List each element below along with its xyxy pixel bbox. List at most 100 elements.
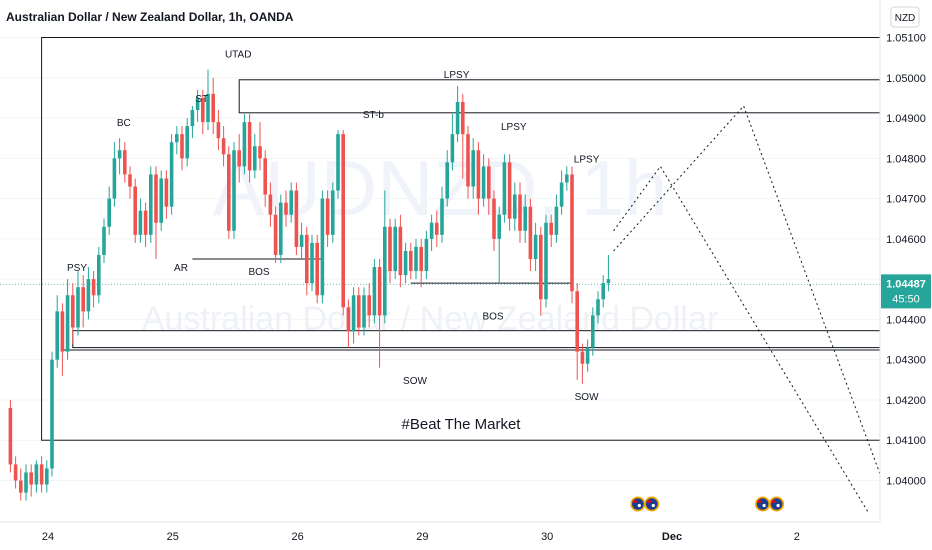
candle bbox=[221, 126, 226, 167]
candle-body bbox=[180, 134, 184, 159]
candle-body bbox=[232, 150, 236, 231]
candle-body bbox=[383, 226, 387, 316]
event-flag-icon bbox=[644, 496, 660, 512]
candle bbox=[102, 218, 106, 264]
candle-body bbox=[299, 234, 304, 247]
candle bbox=[513, 182, 517, 231]
candle bbox=[39, 456, 44, 493]
candle-body bbox=[50, 359, 54, 469]
candle-body bbox=[409, 250, 413, 272]
candle bbox=[585, 339, 590, 372]
candle-body bbox=[575, 291, 579, 352]
annotation-boxes: #Beat The Market bbox=[41, 37, 932, 513]
candle-body bbox=[206, 93, 210, 123]
event-flag-star bbox=[637, 503, 641, 508]
candle bbox=[19, 468, 23, 501]
wyckoff-label: PSY bbox=[67, 263, 87, 274]
time-tick-label: 25 bbox=[167, 531, 179, 543]
candle-body bbox=[450, 134, 455, 163]
candle bbox=[305, 226, 309, 296]
candle-body bbox=[398, 226, 403, 276]
candle bbox=[476, 142, 481, 215]
candle bbox=[523, 194, 527, 243]
candle bbox=[424, 230, 429, 280]
candle-body bbox=[502, 162, 507, 215]
candle-body bbox=[346, 307, 351, 332]
candle bbox=[565, 166, 569, 191]
candle-body bbox=[237, 150, 241, 167]
wyckoff-label: LPSY bbox=[574, 154, 600, 165]
wyckoff-label: ST bbox=[195, 94, 208, 105]
chart-title: Australian Dollar / New Zealand Dollar, … bbox=[6, 10, 294, 24]
candle bbox=[258, 122, 262, 171]
candle-body bbox=[289, 190, 293, 215]
candle-body bbox=[107, 198, 111, 227]
candle-body bbox=[596, 299, 600, 316]
wyckoff-label: UTAD bbox=[225, 50, 251, 61]
wyckoff-label: SOW bbox=[575, 392, 599, 403]
candle-body bbox=[513, 194, 517, 219]
candle bbox=[310, 234, 314, 292]
time-tick-label: 24 bbox=[42, 531, 54, 543]
candle bbox=[65, 279, 70, 360]
candle-body bbox=[320, 198, 325, 296]
candle bbox=[24, 464, 28, 501]
price-tick-label: 1.04400 bbox=[886, 314, 926, 326]
currency-button[interactable]: NZD bbox=[890, 6, 920, 28]
event-flag-core bbox=[646, 498, 658, 510]
candle-body bbox=[393, 226, 397, 272]
candle bbox=[502, 154, 507, 223]
candle bbox=[227, 146, 231, 239]
candle-body bbox=[8, 408, 13, 465]
candle-body bbox=[435, 222, 439, 235]
wyckoff-label: AR bbox=[174, 263, 188, 274]
candle bbox=[237, 134, 241, 183]
candle bbox=[461, 93, 465, 179]
event-flag-core bbox=[632, 498, 644, 510]
candle-body bbox=[117, 150, 122, 159]
candle-body bbox=[325, 198, 330, 235]
candle bbox=[596, 291, 600, 324]
candle bbox=[388, 218, 392, 284]
time-axis[interactable]: 24 25 26 29 30 Dec 2 bbox=[42, 531, 800, 543]
wyckoff-label: ST-b bbox=[363, 110, 385, 121]
candle bbox=[232, 142, 236, 239]
candle bbox=[13, 456, 18, 489]
wyckoff-label: LPSY bbox=[501, 122, 527, 133]
candle-body bbox=[39, 464, 44, 485]
candle bbox=[492, 190, 496, 251]
candle bbox=[528, 198, 533, 272]
candle bbox=[273, 206, 278, 264]
candle bbox=[315, 234, 319, 304]
candle bbox=[263, 150, 267, 207]
candle-body bbox=[97, 254, 101, 296]
candle bbox=[143, 202, 148, 247]
candle bbox=[247, 114, 252, 183]
candle bbox=[81, 275, 85, 328]
candle-body bbox=[601, 283, 605, 300]
candles bbox=[8, 69, 611, 501]
candle-body bbox=[253, 146, 257, 171]
candle-body bbox=[273, 214, 278, 255]
candle bbox=[435, 210, 439, 247]
candle-body bbox=[138, 210, 143, 235]
candle-body bbox=[154, 174, 158, 223]
price-tick-label: 1.04700 bbox=[886, 194, 926, 206]
candle-body bbox=[518, 194, 522, 231]
candle-body bbox=[565, 174, 569, 183]
candle bbox=[123, 142, 127, 183]
candle-body bbox=[539, 234, 543, 300]
candle-body bbox=[429, 222, 434, 239]
watermark-symbol: AUDNZD, 1h bbox=[212, 144, 667, 232]
candle bbox=[518, 182, 522, 243]
candle bbox=[164, 170, 169, 219]
candle-body bbox=[424, 238, 429, 272]
wyckoff-labels: PSY BC AR ST UTAD BOS ST-b SOW LPSY LPSY BOS LPSY SO… bbox=[67, 50, 600, 403]
candle bbox=[195, 89, 200, 123]
candle bbox=[325, 190, 330, 247]
candle-body bbox=[403, 250, 408, 276]
time-tick-label: 29 bbox=[416, 531, 428, 543]
candle bbox=[601, 275, 605, 308]
candle-body bbox=[159, 178, 163, 223]
candle-body bbox=[76, 287, 80, 328]
